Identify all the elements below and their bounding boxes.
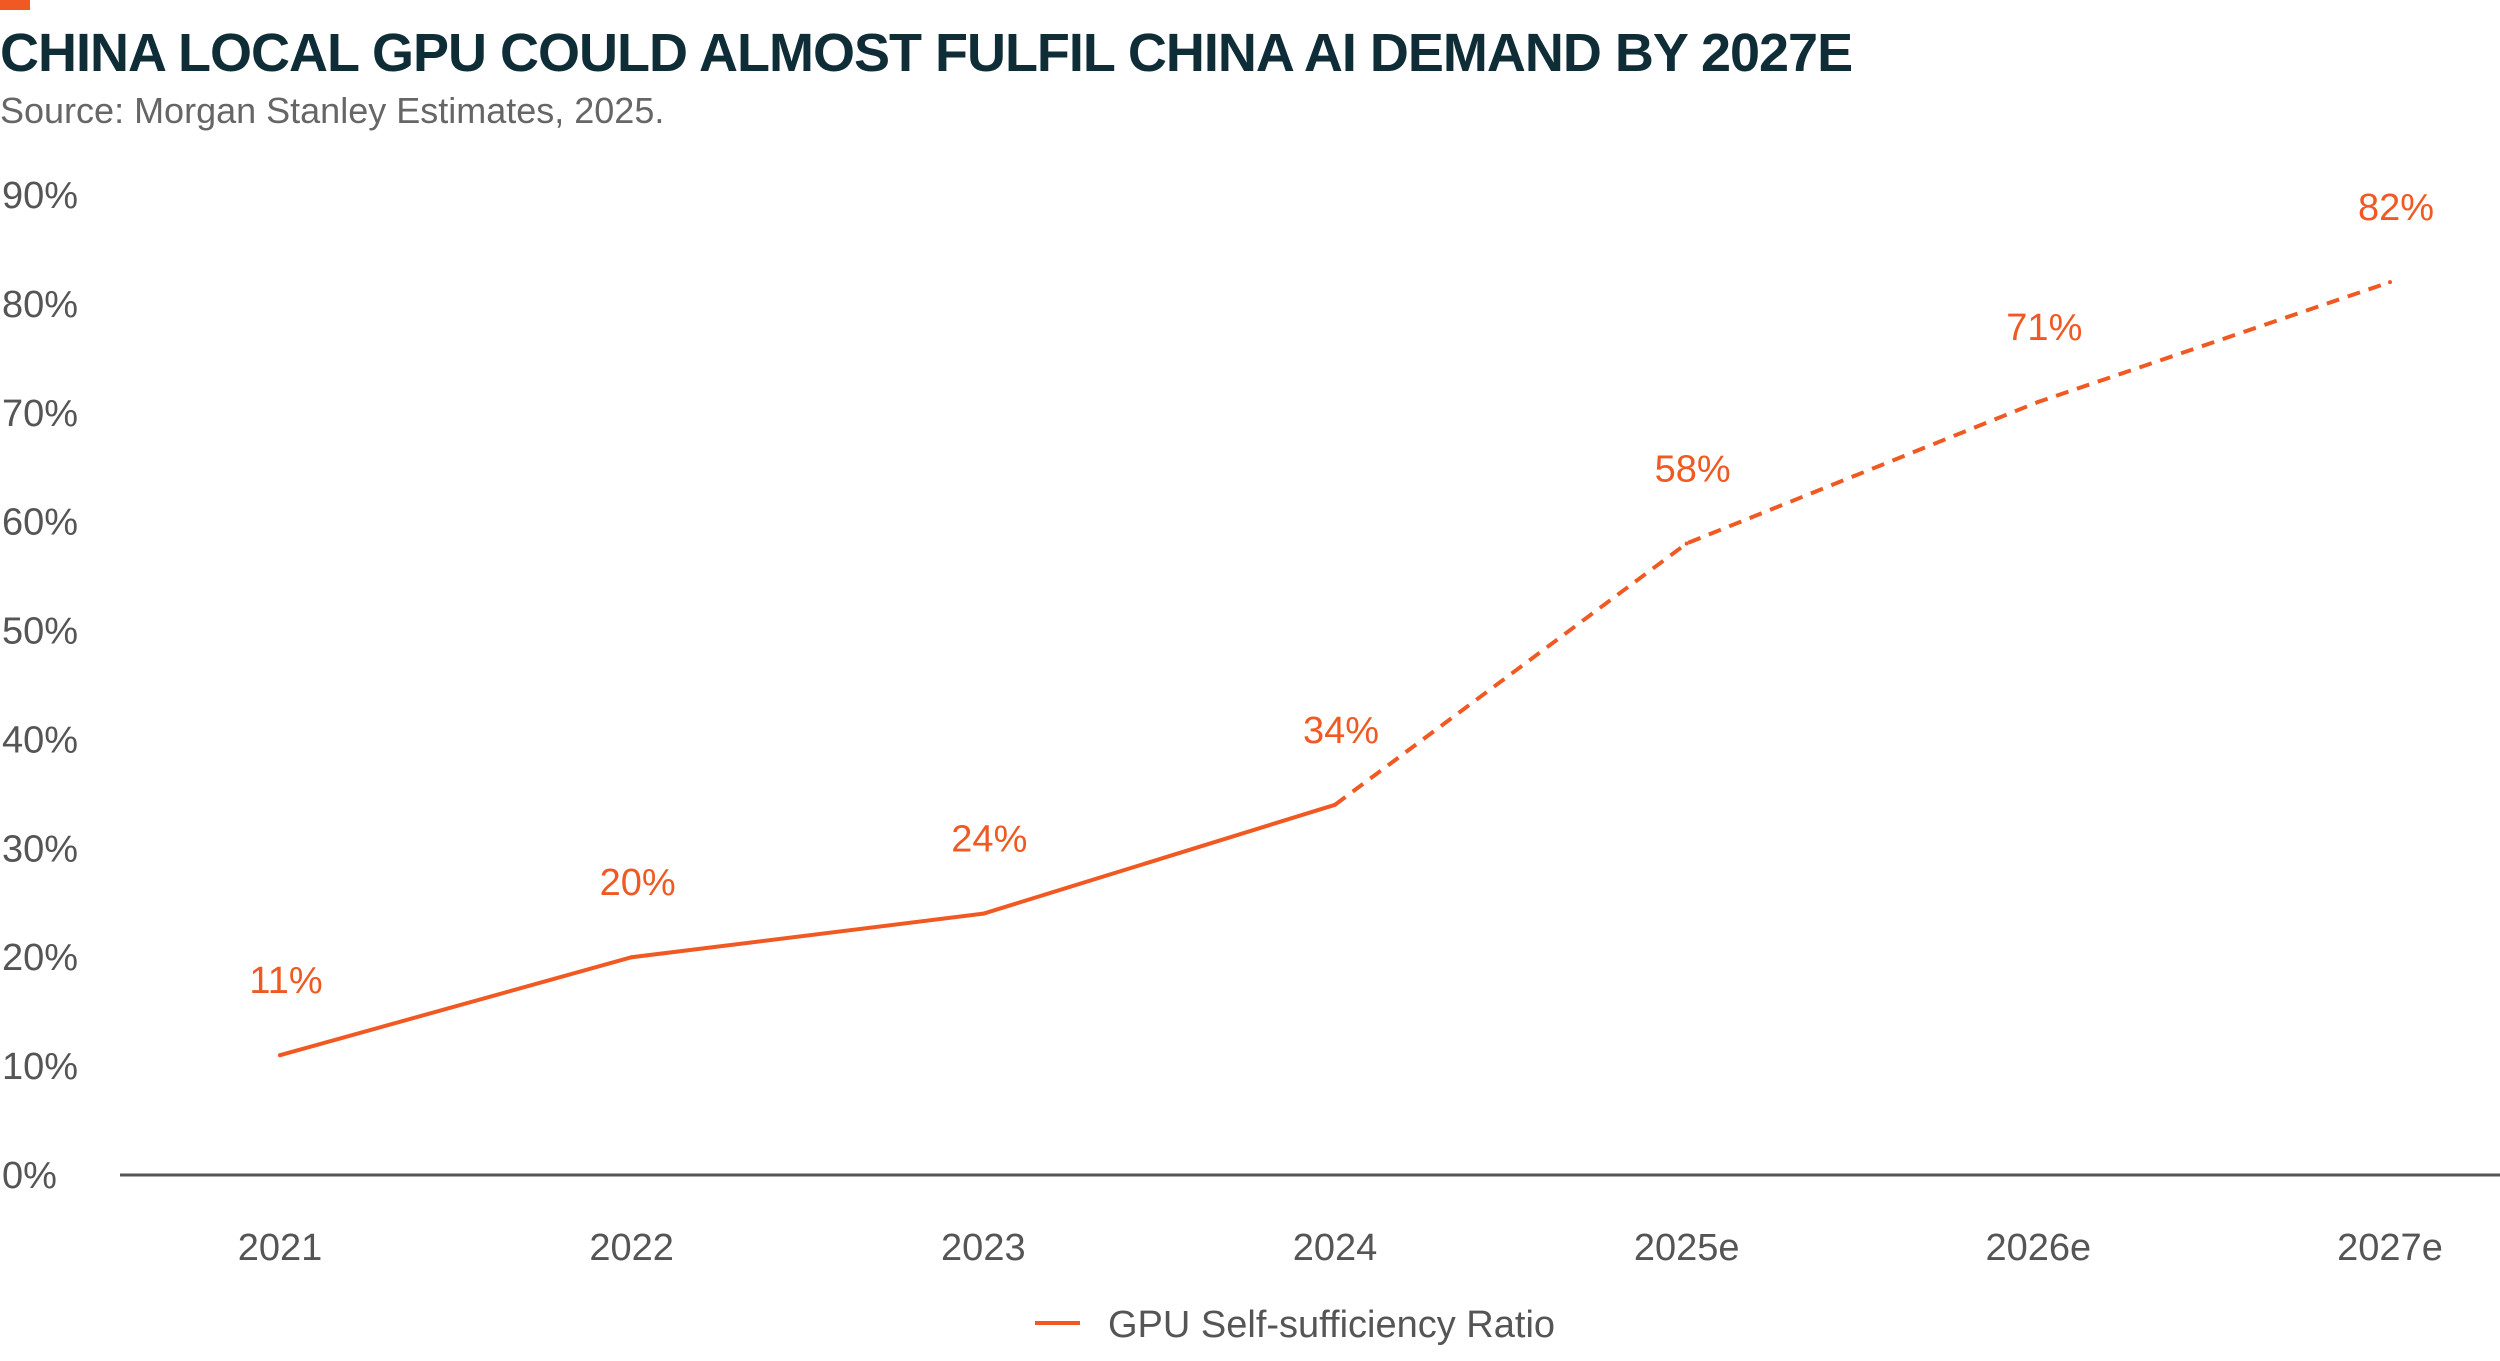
x-tick-label: 2024 <box>1293 1227 1378 1269</box>
data-point <box>278 1053 282 1058</box>
x-tick-label: 2026e <box>1985 1227 2091 1269</box>
data-label: 11% <box>249 960 322 1002</box>
x-tick-label: 2025e <box>1634 1227 1740 1269</box>
data-label: 58% <box>1655 448 1731 490</box>
legend: GPU Self-sufficiency Ratio <box>1035 1304 1555 1346</box>
data-point <box>2388 280 2392 285</box>
chart-title: CHINA LOCAL GPU COULD ALMOST FULFIL CHIN… <box>0 23 1853 83</box>
data-label: 71% <box>2006 307 2082 349</box>
x-tick-label: 2022 <box>589 1227 674 1269</box>
y-tick-label: 20% <box>2 937 78 979</box>
y-tick-label: 60% <box>2 502 78 544</box>
y-tick-label: 70% <box>2 393 78 435</box>
y-tick-label: 30% <box>2 828 78 870</box>
accent-mark <box>0 0 30 10</box>
series-line-dashed <box>1333 280 2391 807</box>
chart-subtitle: Source: Morgan Stanley Estimates, 2025. <box>0 90 665 131</box>
data-point <box>1684 541 1689 546</box>
data-point <box>981 911 986 916</box>
data-labels: 11% 20% 24% 34% 58% 71% 82% <box>249 187 2434 1002</box>
data-label: 24% <box>951 819 1027 861</box>
x-tick-label: 2023 <box>941 1227 1026 1269</box>
y-tick-label: 0% <box>2 1155 57 1197</box>
y-axis-ticks: 0% 10% 20% 30% 40% 50% 60% 70% 80% 90% <box>2 175 78 1197</box>
data-point <box>2036 399 2041 404</box>
x-axis-ticks: 2021 2022 2023 2024 2025e 2026e 2027e <box>238 1227 2443 1269</box>
y-tick-label: 10% <box>2 1046 78 1088</box>
series-line-solid <box>278 802 1337 1058</box>
y-tick-label: 40% <box>2 719 78 761</box>
data-point <box>1333 802 1337 807</box>
series-lines <box>278 280 2392 1058</box>
x-tick-label: 2021 <box>238 1227 323 1269</box>
x-tick-label: 2027e <box>2337 1227 2443 1269</box>
legend-label: GPU Self-sufficiency Ratio <box>1108 1304 1555 1346</box>
data-label: 82% <box>2358 187 2434 229</box>
y-tick-label: 50% <box>2 611 78 653</box>
data-label: 34% <box>1303 710 1379 752</box>
data-label: 20% <box>600 862 676 904</box>
y-tick-label: 90% <box>2 175 78 217</box>
data-point <box>629 955 634 960</box>
y-tick-label: 80% <box>2 284 78 326</box>
